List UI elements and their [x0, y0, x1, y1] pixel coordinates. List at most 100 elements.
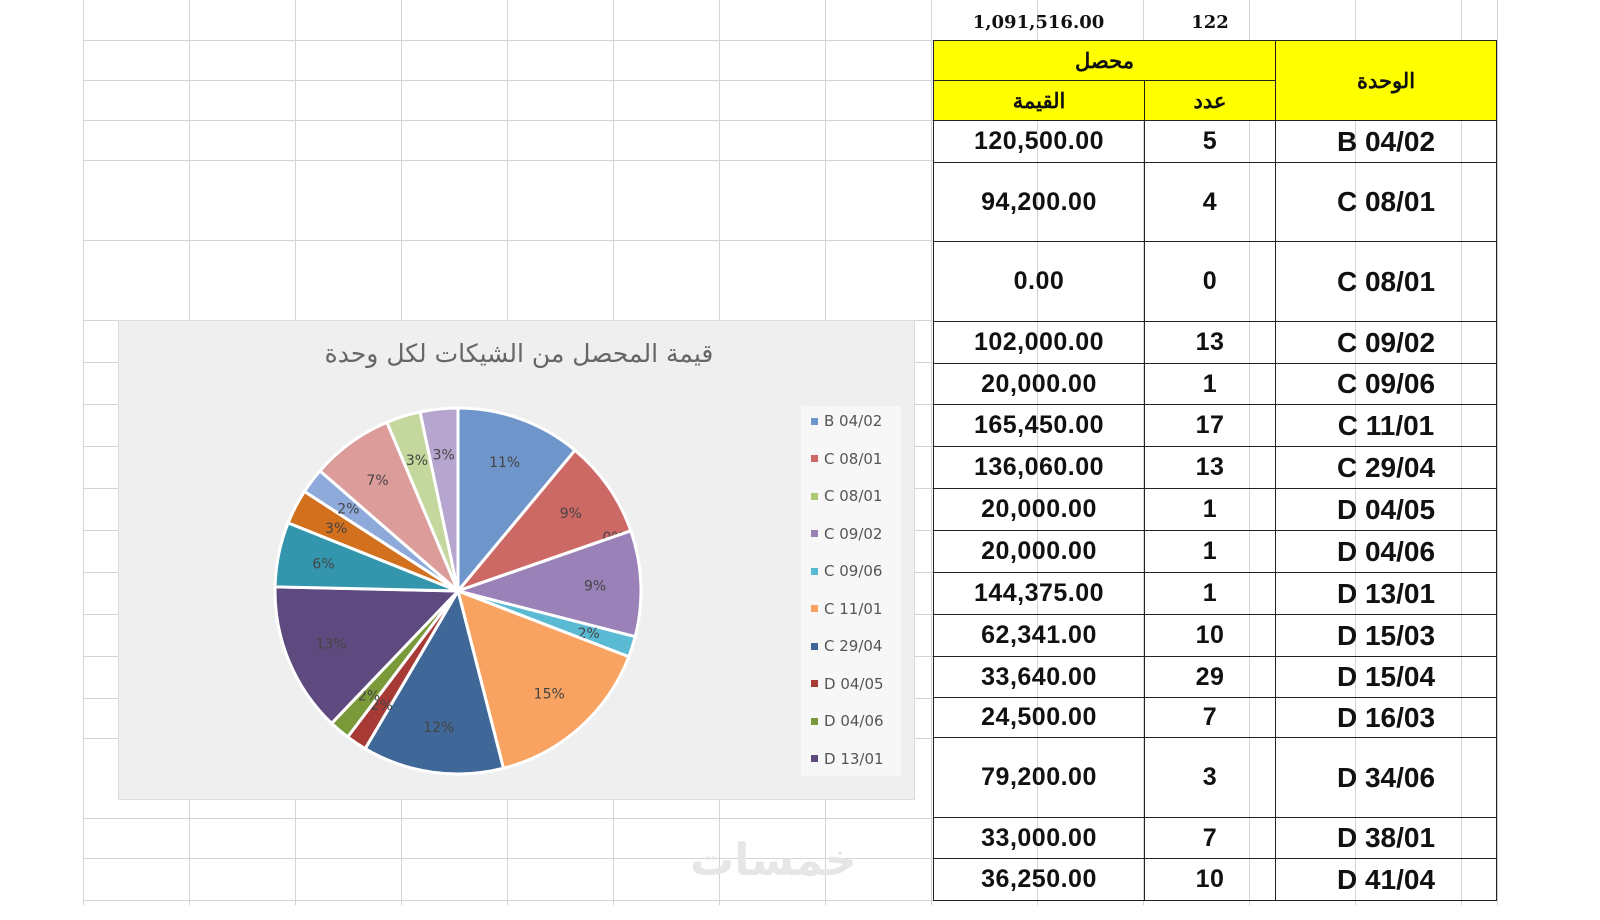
pie-chart[interactable]: قيمة المحصل من الشيكات لكل وحدة 11%9%0%9…	[118, 320, 915, 800]
table-cell-count[interactable]: 5	[1144, 120, 1276, 163]
chart-title: قيمة المحصل من الشيكات لكل وحدة	[324, 339, 714, 368]
header-count[interactable]: عدد	[1144, 80, 1276, 121]
table-cell-count[interactable]: 13	[1144, 321, 1276, 364]
grid-line	[83, 900, 933, 901]
pie-data-label: 2%	[337, 501, 359, 517]
table-cell-unit[interactable]: B 04/02	[1275, 120, 1497, 163]
legend-label: C 09/02	[824, 524, 883, 543]
table-cell-value[interactable]: 102,000.00	[933, 321, 1145, 364]
pie-slice[interactable]	[363, 587, 506, 776]
table-cell-count[interactable]: 0	[1144, 241, 1276, 322]
table-cell-value[interactable]: 24,500.00	[933, 697, 1145, 738]
table-cell-count[interactable]: 4	[1144, 162, 1276, 242]
table-cell-value[interactable]: 33,640.00	[933, 656, 1145, 698]
table-cell-value[interactable]: 36,250.00	[933, 858, 1145, 901]
table-cell-unit[interactable]: C 29/04	[1275, 446, 1497, 489]
table-cell-count[interactable]: 10	[1144, 614, 1276, 657]
total-count[interactable]: 122	[1191, 12, 1229, 33]
legend-swatch	[811, 530, 818, 537]
legend-swatch	[811, 605, 818, 612]
table-cell-value[interactable]: 0.00	[933, 241, 1145, 322]
pie-data-label: 3%	[325, 521, 347, 537]
grid-line	[83, 818, 933, 819]
total-value[interactable]: 1,091,516.00	[972, 12, 1105, 33]
header-unit[interactable]: الوحدة	[1275, 40, 1497, 121]
pie-data-label: 12%	[423, 720, 454, 736]
legend-item[interactable]: D 04/05	[811, 675, 884, 693]
table-cell-unit[interactable]: D 34/06	[1275, 737, 1497, 818]
pie-slice[interactable]	[273, 585, 462, 726]
table-cell-value[interactable]: 20,000.00	[933, 488, 1145, 531]
legend-item[interactable]: C 29/04	[811, 637, 882, 655]
table-cell-unit[interactable]: D 16/03	[1275, 697, 1497, 738]
table-cell-value[interactable]: 20,000.00	[933, 363, 1145, 405]
pie-slice[interactable]	[418, 406, 460, 592]
legend-swatch	[811, 417, 818, 425]
table-cell-count[interactable]: 1	[1144, 363, 1276, 405]
table-cell-value[interactable]: 144,375.00	[933, 572, 1145, 615]
table-cell-unit[interactable]: D 15/03	[1275, 614, 1497, 657]
header-value[interactable]: القيمة	[933, 80, 1145, 121]
legend-swatch	[811, 642, 818, 650]
table-cell-value[interactable]: 79,200.00	[933, 737, 1145, 818]
watermark-logo: خمسات	[690, 835, 857, 886]
legend-item[interactable]: C 09/02	[811, 525, 882, 543]
header-collected[interactable]: محصل	[933, 40, 1276, 81]
table-cell-value[interactable]: 136,060.00	[933, 446, 1145, 489]
grid-line	[83, 160, 933, 161]
table-cell-count[interactable]: 10	[1144, 858, 1276, 901]
grid-line	[83, 240, 933, 241]
table-cell-value[interactable]: 94,200.00	[933, 162, 1145, 242]
pie-slice[interactable]	[452, 528, 643, 639]
table-cell-unit[interactable]: C 08/01	[1275, 162, 1497, 242]
legend-item[interactable]: D 04/06	[811, 712, 884, 730]
legend-label: D 04/05	[824, 674, 884, 693]
table-cell-unit[interactable]: D 41/04	[1275, 858, 1497, 901]
legend-item[interactable]: D 13/01	[811, 750, 884, 768]
legend-swatch	[811, 680, 818, 687]
table-cell-unit[interactable]: D 15/04	[1275, 656, 1497, 698]
legend-item[interactable]: C 08/01	[811, 487, 882, 505]
pie-slice[interactable]	[456, 406, 578, 596]
grid-line	[83, 120, 933, 121]
pie-data-label: 11%	[489, 455, 520, 471]
pie-data-label: 2%	[371, 698, 393, 714]
table-cell-value[interactable]: 33,000.00	[933, 817, 1145, 859]
table-cell-unit[interactable]: D 13/01	[1275, 572, 1497, 615]
table-cell-unit[interactable]: C 09/02	[1275, 321, 1497, 364]
grid-line	[83, 858, 933, 859]
table-cell-unit[interactable]: D 04/05	[1275, 488, 1497, 531]
table-cell-value[interactable]: 20,000.00	[933, 530, 1145, 573]
legend-item[interactable]: C 11/01	[811, 600, 882, 618]
table-cell-value[interactable]: 120,500.00	[933, 120, 1145, 163]
table-cell-unit[interactable]: D 38/01	[1275, 817, 1497, 859]
pie-plot: 11%9%0%9%2%15%12%2%2%13%6%3%2%7%3%3%	[273, 406, 643, 776]
legend-swatch	[811, 455, 818, 462]
table-cell-value[interactable]: 165,450.00	[933, 404, 1145, 447]
table-cell-count[interactable]: 7	[1144, 817, 1276, 859]
table-cell-unit[interactable]: C 09/06	[1275, 363, 1497, 405]
legend-swatch	[811, 717, 818, 725]
table-cell-count[interactable]: 1	[1144, 488, 1276, 531]
table-cell-value[interactable]: 62,341.00	[933, 614, 1145, 657]
table-cell-count[interactable]: 1	[1144, 530, 1276, 573]
pie-data-label: 7%	[366, 473, 388, 489]
legend-item[interactable]: B 04/02	[811, 412, 882, 430]
table-cell-count[interactable]: 7	[1144, 697, 1276, 738]
pie-slice[interactable]	[453, 448, 633, 595]
pie-data-label: 15%	[534, 687, 565, 703]
table-cell-count[interactable]: 17	[1144, 404, 1276, 447]
table-cell-count[interactable]: 13	[1144, 446, 1276, 489]
legend-item[interactable]: C 09/06	[811, 562, 882, 580]
table-cell-count[interactable]: 1	[1144, 572, 1276, 615]
chart-legend: B 04/02 C 08/01 C 08/01 C 09/02 C 09/06 C 11/…	[801, 406, 901, 776]
table-cell-count[interactable]: 3	[1144, 737, 1276, 818]
table-cell-unit[interactable]: C 08/01	[1275, 241, 1497, 322]
legend-label: C 08/01	[824, 487, 883, 505]
table-cell-count[interactable]: 29	[1144, 656, 1276, 698]
pie-slice[interactable]	[455, 588, 631, 771]
table-cell-unit[interactable]: D 04/06	[1275, 530, 1497, 573]
table-cell-unit[interactable]: C 11/01	[1275, 404, 1497, 447]
pie-data-label: 9%	[584, 578, 606, 594]
legend-item[interactable]: C 08/01	[811, 450, 882, 468]
